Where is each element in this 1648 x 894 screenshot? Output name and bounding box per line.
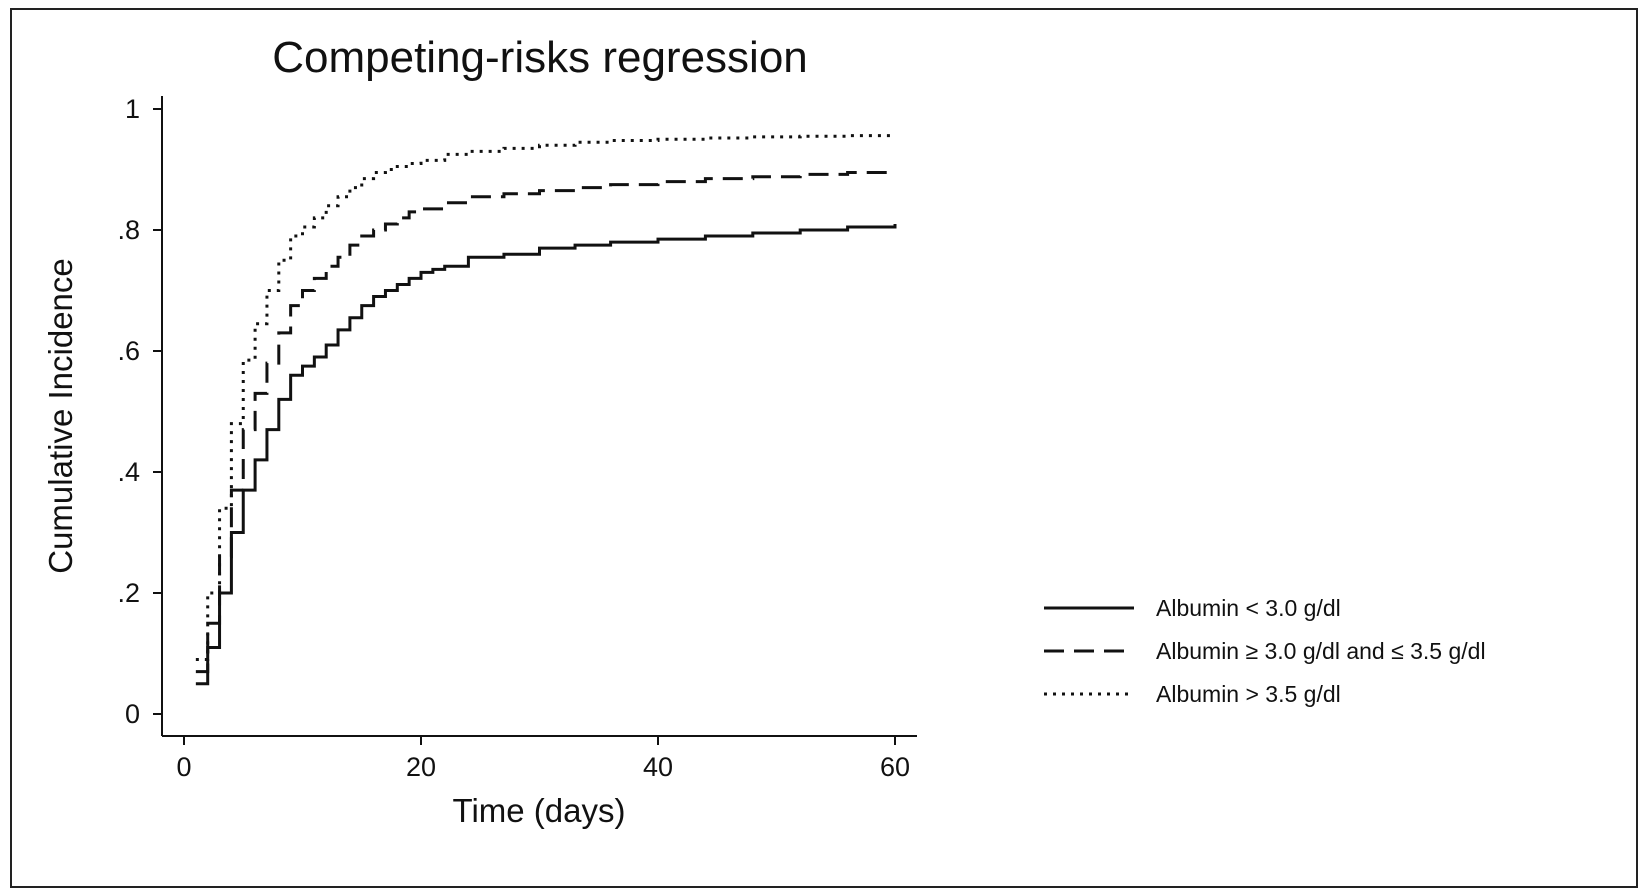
x-tick-label: 40 — [643, 752, 673, 782]
y-tick-label: .8 — [117, 215, 140, 245]
series-group — [195, 134, 897, 686]
series-line-3 — [195, 134, 897, 662]
chart-frame: Competing-risks regression Cumulative In… — [10, 8, 1638, 888]
y-tick-label: 1 — [125, 94, 140, 124]
y-tick-label: .2 — [117, 578, 140, 608]
legend-label-2: Albumin ≥ 3.0 g/dl and ≤ 3.5 g/dl — [1156, 638, 1486, 664]
x-tick-label: 0 — [176, 752, 191, 782]
series-line-1 — [195, 223, 897, 686]
y-axis-label: Cumulative Incidence — [42, 258, 79, 574]
y-tick-label: .6 — [117, 336, 140, 366]
x-tick-label: 20 — [406, 752, 436, 782]
x-axis-ticks: 0 20 40 60 — [176, 736, 910, 782]
x-tick-label: 60 — [880, 752, 910, 782]
legend-label-1: Albumin < 3.0 g/dl — [1156, 595, 1341, 621]
series-line-2 — [195, 170, 897, 674]
y-axis-ticks: 0 .2 .4 .6 .8 1 — [117, 94, 162, 729]
legend: Albumin < 3.0 g/dl Albumin ≥ 3.0 g/dl and… — [1044, 595, 1486, 707]
chart-title: Competing-risks regression — [272, 33, 808, 82]
legend-label-3: Albumin > 3.5 g/dl — [1156, 681, 1341, 707]
y-tick-label: .4 — [117, 457, 140, 487]
y-axis-label-group: Cumulative Incidence — [42, 258, 79, 574]
chart-canvas: Competing-risks regression Cumulative In… — [42, 33, 1486, 829]
x-axis-label: Time (days) — [453, 792, 626, 829]
y-tick-label: 0 — [125, 699, 140, 729]
